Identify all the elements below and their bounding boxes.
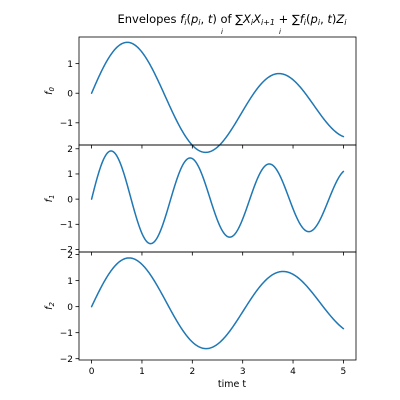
plot-frame-1 (78, 144, 357, 253)
title-sum-index-1: i (221, 28, 223, 36)
y-axis-label-0: f0 (44, 87, 56, 95)
y-tick-label-1--1: −1 (60, 221, 73, 231)
panels: −1 0 1 f0 −2 −1 0 1 2 f1 −2 −1 0 1 2 f2 0 1 2 3 4 5 (44, 36, 357, 377)
y-axis-label-2: f2 (44, 302, 56, 310)
title-sum-index-2: i (279, 28, 281, 36)
y-tick-label-2--2: −2 (60, 355, 73, 365)
series-line-0-0 (90, 41, 345, 154)
x-tick-label-0: 0 (89, 367, 95, 377)
plot-frame-0 (78, 36, 357, 146)
y-tick-label-0-1: 1 (67, 60, 73, 70)
y-tick-label-1-1: 1 (67, 170, 73, 180)
y-tick-label-1-2: 2 (67, 145, 73, 155)
x-tick-label-1: 1 (139, 367, 145, 377)
plot-frame-2 (78, 251, 357, 361)
panel-2: −2 −1 0 1 2 f2 (44, 251, 357, 365)
y-tick-label-2-2: 2 (67, 251, 73, 261)
x-axis-label: time t (218, 379, 246, 390)
x-tick-label-4: 4 (290, 367, 296, 377)
y-tick-label-1--2: −2 (60, 246, 73, 256)
y-tick-label-0--1: −1 (60, 119, 73, 129)
panel-1: −2 −1 0 1 2 f1 (44, 144, 357, 256)
series-line-1-0 (90, 150, 345, 245)
panel-0: −1 0 1 f0 (44, 36, 357, 154)
y-tick-label-2--1: −1 (60, 329, 73, 339)
y-tick-label-1-0: 0 (67, 195, 73, 205)
x-tick-label-5: 5 (341, 367, 347, 377)
x-tick-label-2: 2 (189, 367, 195, 377)
chart-title: Envelopes fi(pi, t) of ∑XiXi+1 + ∑fi(pi,… (117, 12, 347, 27)
y-tick-label-2-0: 0 (67, 303, 73, 313)
y-tick-label-0-0: 0 (67, 89, 73, 99)
x-tick-label-3: 3 (240, 367, 246, 377)
series-line-2-0 (90, 257, 345, 350)
y-axis-label-1: f1 (44, 195, 56, 203)
y-tick-label-2-1: 1 (67, 277, 73, 287)
